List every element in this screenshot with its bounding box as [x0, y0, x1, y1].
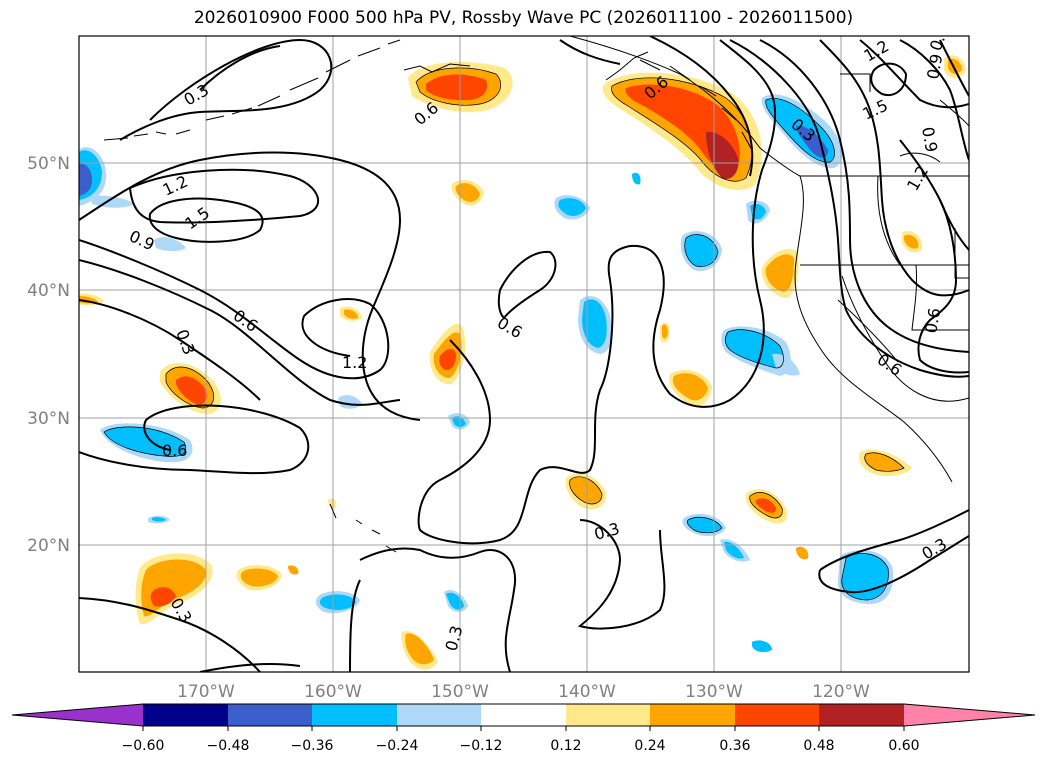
colorbar-extend-high — [904, 704, 1035, 726]
colorbar-segment — [566, 704, 650, 726]
colorbar-segment — [650, 704, 735, 726]
colorbar-segment — [481, 704, 566, 726]
colorbar-tick-label: −0.36 — [291, 738, 334, 754]
colorbar-segment — [143, 704, 228, 726]
colorbar-extend-low — [12, 704, 143, 726]
lon-label: 120°W — [812, 682, 870, 702]
contour-label: 0.6 — [162, 441, 187, 460]
lon-label: 140°W — [558, 682, 616, 702]
colorbar-tick-label: −0.48 — [207, 738, 250, 754]
colorbar-tick-label: 0.60 — [888, 738, 919, 754]
graticule — [79, 36, 969, 672]
contour-label: 1.2 — [342, 353, 367, 372]
lat-label: 20°N — [27, 536, 70, 556]
colorbar-segment — [228, 704, 312, 726]
lon-label: 150°W — [431, 682, 489, 702]
map-border — [78, 35, 970, 673]
contour-label: 0.9 — [923, 52, 946, 80]
colorbar-segment — [312, 704, 397, 726]
lat-label: 50°N — [27, 154, 70, 174]
lon-label: 170°W — [177, 682, 235, 702]
colorbar-segment — [819, 704, 904, 726]
lat-label: 40°N — [27, 281, 70, 301]
colorbar-tick-label: −0.12 — [460, 738, 503, 754]
colorbar-tick-label: −0.60 — [122, 738, 165, 754]
lon-label: 130°W — [685, 682, 743, 702]
longitude-labels: 170°W 160°W 150°W 140°W 130°W 120°W — [177, 682, 870, 702]
colorbar: −0.60 −0.48 −0.36 −0.24 −0.12 0.12 0.24 … — [11, 703, 1036, 754]
colorbar-tick-label: −0.24 — [376, 738, 419, 754]
lat-label: 30°N — [27, 409, 70, 429]
contour-label: 0.6 — [921, 306, 944, 334]
colorbar-tick-label: 0.24 — [634, 738, 665, 754]
colorbar-tick-label: 0.48 — [803, 738, 834, 754]
colorbar-segment — [397, 704, 481, 726]
lon-label: 160°W — [304, 682, 362, 702]
map-title: 2026010900 F000 500 hPa PV, Rossby Wave … — [193, 8, 854, 28]
contour-label: 0.9 — [918, 125, 941, 153]
pv-contours — [79, 36, 969, 672]
colorbar-tick-label: 0.12 — [550, 738, 581, 754]
colorbar-tick-label: 0.36 — [719, 738, 750, 754]
latitude-labels: 50°N 40°N 30°N 20°N — [27, 154, 70, 556]
colorbar-segment — [735, 704, 819, 726]
map-area — [79, 36, 969, 672]
